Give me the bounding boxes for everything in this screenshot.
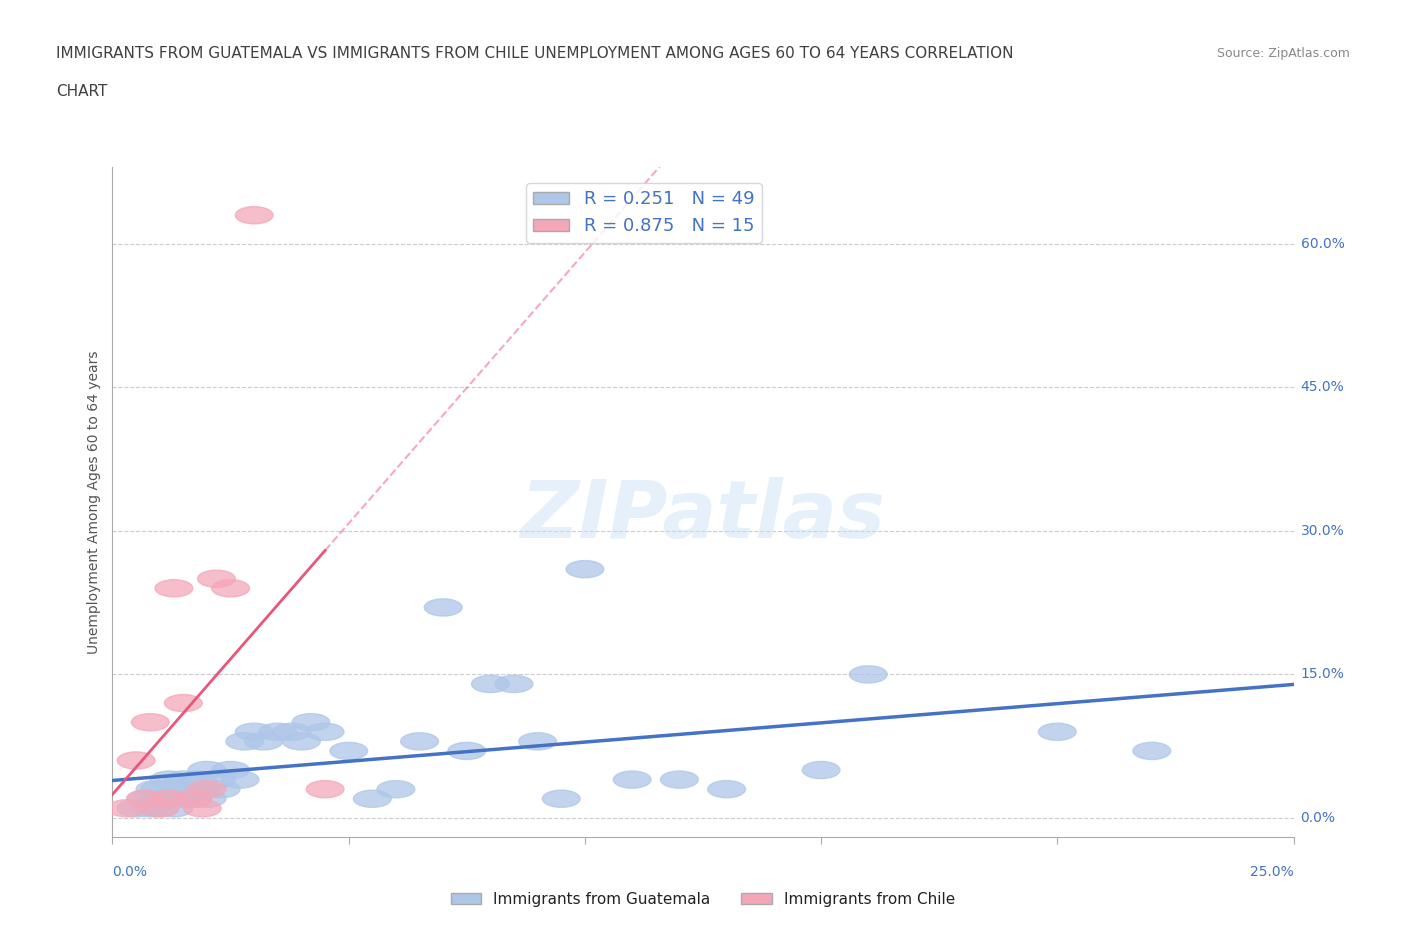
Ellipse shape xyxy=(1133,742,1171,760)
Ellipse shape xyxy=(259,724,297,740)
Ellipse shape xyxy=(519,733,557,750)
Ellipse shape xyxy=(245,733,283,750)
Ellipse shape xyxy=(283,733,321,750)
Ellipse shape xyxy=(707,780,745,798)
Ellipse shape xyxy=(150,790,188,807)
Text: ZIPatlas: ZIPatlas xyxy=(520,476,886,554)
Ellipse shape xyxy=(803,762,839,778)
Text: 0.0%: 0.0% xyxy=(112,865,148,879)
Ellipse shape xyxy=(188,762,226,778)
Ellipse shape xyxy=(377,780,415,798)
Ellipse shape xyxy=(330,742,367,760)
Ellipse shape xyxy=(131,800,169,817)
Ellipse shape xyxy=(471,675,509,693)
Ellipse shape xyxy=(136,780,174,798)
Ellipse shape xyxy=(221,771,259,789)
Ellipse shape xyxy=(212,579,249,597)
Text: 15.0%: 15.0% xyxy=(1301,668,1344,682)
Ellipse shape xyxy=(188,790,226,807)
Ellipse shape xyxy=(567,561,603,578)
Ellipse shape xyxy=(183,780,221,798)
Ellipse shape xyxy=(292,713,330,731)
Legend: Immigrants from Guatemala, Immigrants from Chile: Immigrants from Guatemala, Immigrants fr… xyxy=(444,886,962,913)
Ellipse shape xyxy=(849,666,887,683)
Text: Source: ZipAtlas.com: Source: ZipAtlas.com xyxy=(1216,46,1350,60)
Ellipse shape xyxy=(179,771,217,789)
Ellipse shape xyxy=(165,790,202,807)
Ellipse shape xyxy=(212,762,249,778)
Ellipse shape xyxy=(174,790,212,807)
Ellipse shape xyxy=(226,733,264,750)
Ellipse shape xyxy=(127,790,165,807)
Text: 45.0%: 45.0% xyxy=(1301,380,1344,394)
Ellipse shape xyxy=(155,800,193,817)
Ellipse shape xyxy=(141,780,179,798)
Ellipse shape xyxy=(150,790,188,807)
Text: IMMIGRANTS FROM GUATEMALA VS IMMIGRANTS FROM CHILE UNEMPLOYMENT AMONG AGES 60 TO: IMMIGRANTS FROM GUATEMALA VS IMMIGRANTS … xyxy=(56,46,1014,61)
Ellipse shape xyxy=(661,771,699,789)
Ellipse shape xyxy=(169,780,207,798)
Y-axis label: Unemployment Among Ages 60 to 64 years: Unemployment Among Ages 60 to 64 years xyxy=(87,351,101,654)
Ellipse shape xyxy=(235,206,273,224)
Ellipse shape xyxy=(155,579,193,597)
Ellipse shape xyxy=(108,800,146,817)
Ellipse shape xyxy=(188,780,226,798)
Text: 0.0%: 0.0% xyxy=(1301,811,1336,825)
Ellipse shape xyxy=(235,724,273,740)
Ellipse shape xyxy=(197,771,235,789)
Ellipse shape xyxy=(613,771,651,789)
Ellipse shape xyxy=(1039,724,1076,740)
Text: 30.0%: 30.0% xyxy=(1301,524,1344,538)
Ellipse shape xyxy=(202,780,240,798)
Ellipse shape xyxy=(174,790,212,807)
Ellipse shape xyxy=(141,790,179,807)
Ellipse shape xyxy=(141,800,179,817)
Ellipse shape xyxy=(141,800,179,817)
Ellipse shape xyxy=(495,675,533,693)
Ellipse shape xyxy=(183,800,221,817)
Ellipse shape xyxy=(117,800,155,817)
Legend: R = 0.251   N = 49, R = 0.875   N = 15: R = 0.251 N = 49, R = 0.875 N = 15 xyxy=(526,183,762,243)
Ellipse shape xyxy=(165,695,202,711)
Ellipse shape xyxy=(273,724,311,740)
Ellipse shape xyxy=(150,771,188,789)
Ellipse shape xyxy=(131,713,169,731)
Ellipse shape xyxy=(307,780,344,798)
Ellipse shape xyxy=(353,790,391,807)
Ellipse shape xyxy=(117,751,155,769)
Ellipse shape xyxy=(449,742,485,760)
Ellipse shape xyxy=(543,790,581,807)
Ellipse shape xyxy=(307,724,344,740)
Text: 25.0%: 25.0% xyxy=(1250,865,1294,879)
Text: 60.0%: 60.0% xyxy=(1301,237,1344,251)
Ellipse shape xyxy=(401,733,439,750)
Ellipse shape xyxy=(197,570,235,588)
Ellipse shape xyxy=(127,790,165,807)
Ellipse shape xyxy=(165,771,202,789)
Ellipse shape xyxy=(425,599,463,616)
Text: CHART: CHART xyxy=(56,84,108,99)
Ellipse shape xyxy=(160,780,197,798)
